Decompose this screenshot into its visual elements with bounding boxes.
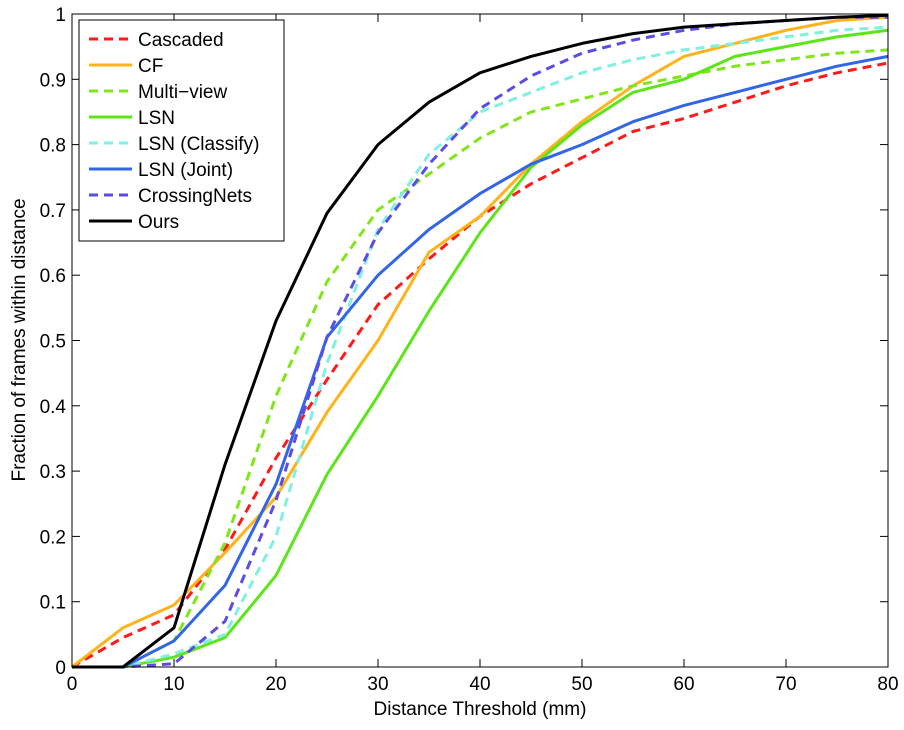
series-line-3: [72, 28, 889, 669]
legend-box: [78, 19, 285, 242]
x-axis-label: Distance Threshold (mm): [374, 699, 587, 720]
series-line-2: [72, 48, 889, 669]
series-line-1: [71, 15, 889, 669]
x-tick-label: 40: [469, 674, 490, 695]
legend-label-4: LSN (Classify): [138, 134, 259, 155]
series-line-7: [72, 13, 889, 669]
x-tick-label: 50: [571, 674, 592, 695]
tick-layer: 0 10 20 30 40 50 60 70 80 0 0.1 0.2 0.3 0.4 0.5 0.6 0.7 0…: [40, 5, 899, 695]
x-tick-label: 80: [877, 674, 898, 695]
y-tick-label: 0.4: [40, 397, 67, 418]
y-tick-label: 0.5: [40, 332, 66, 353]
y-tick-label: 0.8: [40, 136, 66, 157]
legend-label-7: Ours: [138, 212, 179, 233]
x-tick-label: 20: [265, 674, 286, 695]
series-line-4: [72, 25, 889, 669]
legend-label-5: LSN (Joint): [138, 160, 233, 181]
y-tick-label: 0.2: [40, 527, 66, 548]
legend-label-3: LSN: [138, 108, 175, 129]
x-tick-label: 10: [163, 674, 184, 695]
series-line-5: [72, 54, 889, 669]
x-tick-label: 60: [673, 674, 694, 695]
x-tick-label: 70: [775, 674, 796, 695]
legend-label-0: Cascaded: [138, 30, 224, 51]
y-tick-label: 0.9: [40, 70, 66, 91]
y-tick-label: 0.1: [40, 593, 66, 614]
y-tick-label: 0.3: [40, 462, 66, 483]
y-axis-label: Fraction of frames within distance: [9, 198, 30, 481]
y-tick-label: 1: [55, 5, 66, 26]
legend: Cascaded CF Multi−view LSN LSN (Classify) LSN…: [78, 19, 285, 242]
series-layer: [71, 13, 889, 669]
legend-label-6: CrossingNets: [138, 186, 252, 207]
x-tick-label: 0: [67, 674, 78, 695]
legend-label-2: Multi−view: [138, 82, 227, 103]
y-tick-label: 0: [55, 658, 66, 679]
y-tick-label: 0.7: [40, 201, 66, 222]
legend-label-1: CF: [138, 56, 163, 77]
y-tick-label: 0.6: [40, 266, 66, 287]
x-tick-label: 30: [367, 674, 388, 695]
